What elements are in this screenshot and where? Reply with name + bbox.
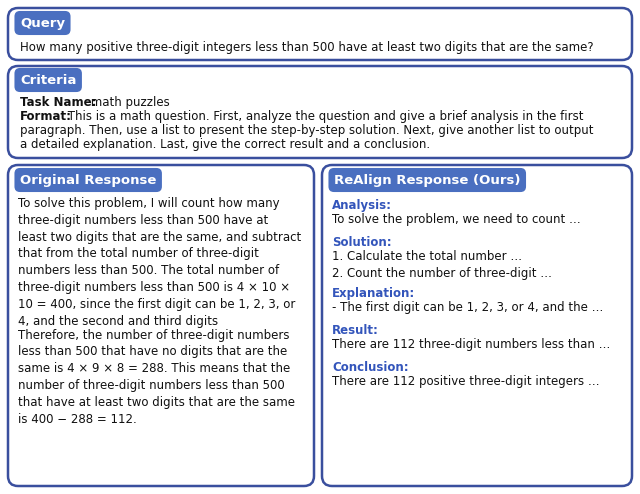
Text: There are 112 positive three-digit integers …: There are 112 positive three-digit integ… [332,375,600,388]
Text: Explanation:: Explanation: [332,287,415,299]
Text: To solve this problem, I will count how many
three-digit numbers less than 500 h: To solve this problem, I will count how … [18,197,301,328]
Text: Analysis:: Analysis: [332,199,392,212]
Text: Format:: Format: [20,110,72,123]
Text: Criteria: Criteria [20,74,76,86]
Text: math puzzles: math puzzles [87,96,170,109]
Text: How many positive three-digit integers less than 500 have at least two digits th: How many positive three-digit integers l… [20,41,594,54]
Text: This is a math question. First, analyze the question and give a brief analysis i: This is a math question. First, analyze … [64,110,584,123]
Text: There are 112 three-digit numbers less than …: There are 112 three-digit numbers less t… [332,338,611,351]
Text: Conclusion:: Conclusion: [332,361,408,374]
Text: Original Response: Original Response [20,173,156,187]
Text: To solve the problem, we need to count …: To solve the problem, we need to count … [332,213,580,226]
Text: ...: ... [156,309,166,322]
Text: Solution:: Solution: [332,236,392,249]
Text: Therefore, the number of three-digit numbers
less than 500 that have no digits t: Therefore, the number of three-digit num… [18,329,295,426]
FancyBboxPatch shape [322,165,632,486]
FancyBboxPatch shape [8,66,632,158]
Text: a detailed explanation. Last, give the correct result and a conclusion.: a detailed explanation. Last, give the c… [20,138,430,151]
Text: - The first digit can be 1, 2, 3, or 4, and the …: - The first digit can be 1, 2, 3, or 4, … [332,301,604,314]
Text: Result:: Result: [332,324,379,337]
Text: 1. Calculate the total number …
2. Count the number of three-digit …: 1. Calculate the total number … 2. Count… [332,250,552,280]
FancyBboxPatch shape [8,165,314,486]
Text: ReAlign Response (Ours): ReAlign Response (Ours) [334,173,520,187]
FancyBboxPatch shape [8,8,632,60]
Text: paragraph. Then, use a list to present the step-by-step solution. Next, give ano: paragraph. Then, use a list to present t… [20,124,593,137]
Text: Query: Query [20,16,65,30]
Text: Task Name:: Task Name: [20,96,97,109]
